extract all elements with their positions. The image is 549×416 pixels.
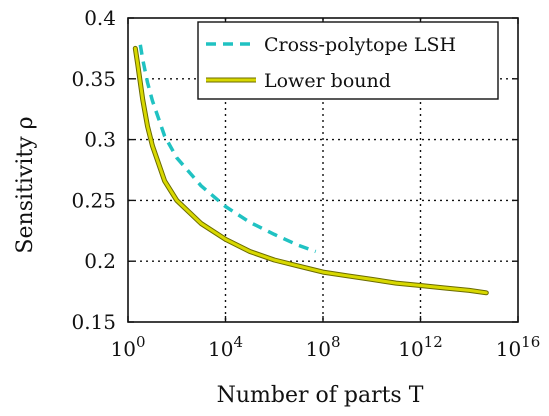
x-tick-label: 1012 — [398, 333, 443, 361]
y-tick-label: 0.15 — [71, 310, 116, 334]
y-tick-label: 0.3 — [84, 128, 116, 152]
y-tick-label: 0.25 — [71, 188, 116, 212]
x-tick-label: 108 — [306, 333, 341, 361]
y-tick-label: 0.4 — [84, 6, 116, 30]
legend-label-lower-bound: Lower bound — [264, 70, 391, 92]
x-tick-label: 104 — [208, 333, 243, 361]
y-tick-label: 0.2 — [84, 249, 116, 273]
legend-label-cross-polytope: Cross-polytope LSH — [264, 34, 456, 56]
tick-marks — [127, 17, 519, 323]
legend: Cross-polytope LSH Lower bound — [197, 21, 499, 100]
x-tick-labels: 100 104 108 1012 1016 — [111, 333, 541, 361]
y-tick-labels: 0.15 0.2 0.25 0.3 0.35 0.4 — [71, 6, 116, 334]
legend-box — [197, 21, 499, 100]
x-tick-label: 100 — [111, 333, 146, 361]
series-line-cross-polytope — [138, 44, 317, 254]
series-line-lower-bound — [133, 46, 488, 295]
y-axis-label: Sensitivity ρ — [13, 116, 38, 253]
series-layer — [132, 44, 489, 296]
y-tick-label: 0.35 — [71, 67, 116, 91]
x-tick-label: 1016 — [496, 333, 541, 361]
x-axis-label: Number of parts T — [217, 383, 424, 408]
